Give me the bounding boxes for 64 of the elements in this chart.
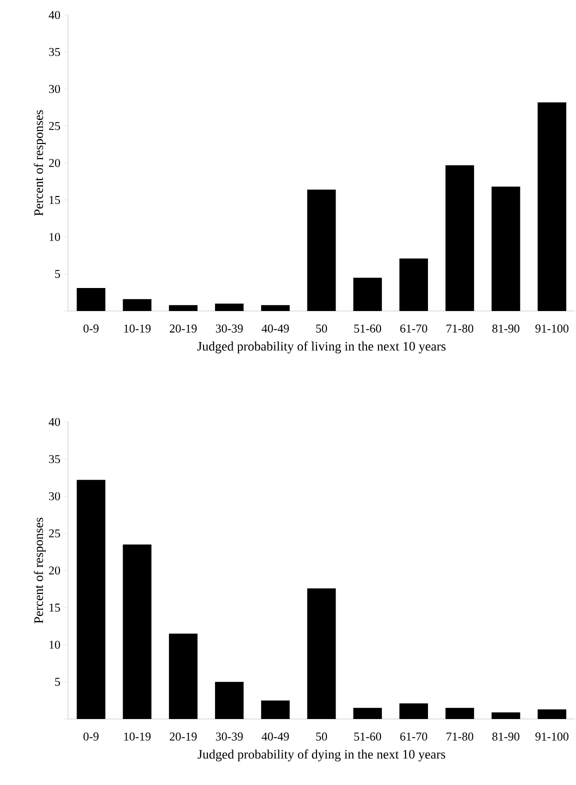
y-tick-label: 10 — [50, 640, 60, 649]
bar — [215, 304, 244, 311]
x-tick-label: 10-19 — [124, 732, 151, 741]
bar — [538, 102, 566, 311]
y-tick-label: 40 — [48, 418, 60, 426]
bar — [538, 709, 566, 719]
y-tick-label: 35 — [49, 48, 60, 56]
y-tick-label: 40 — [48, 10, 60, 20]
bar — [399, 703, 428, 719]
bar — [122, 544, 152, 719]
y-tick-label: 15 — [50, 196, 60, 204]
bar — [307, 190, 336, 311]
y-tick-label: 35 — [49, 455, 60, 464]
bar — [168, 305, 198, 311]
y-tick-label: 25 — [49, 529, 60, 538]
x-tick-label: 71-80 — [446, 324, 474, 333]
bar — [168, 634, 198, 719]
y-tick-label: 15 — [50, 604, 60, 612]
x-axis-title: Judged probability of living in the next 10 years — [197, 341, 446, 354]
bar — [261, 305, 290, 311]
x-tick-label: 30-39 — [216, 732, 243, 741]
y-tick-label: 30 — [49, 492, 60, 500]
bar — [76, 288, 106, 311]
x-tick-label: 30-39 — [216, 324, 243, 333]
x-tick-label: 91-100 — [535, 732, 568, 741]
y-tick-label: 20 — [49, 158, 60, 168]
x-tick-label: 50 — [316, 732, 328, 741]
x-tick-label: 51-60 — [354, 732, 382, 741]
x-tick-label: 20-19 — [170, 324, 197, 333]
y-tick-label: 25 — [49, 122, 60, 130]
y-tick-label: 30 — [49, 84, 60, 94]
x-tick-label: 0-9 — [84, 324, 99, 333]
x-tick-label: 81-90 — [492, 732, 520, 741]
bar — [307, 588, 336, 719]
y-tick-label: 5 — [55, 678, 60, 686]
x-tick-label: 51-60 — [354, 324, 382, 333]
bar — [492, 186, 520, 311]
bar — [76, 480, 106, 719]
bar — [353, 278, 382, 311]
bar — [445, 165, 474, 311]
x-tick-label: 61-70 — [400, 732, 428, 741]
x-tick-label: 10-19 — [124, 324, 151, 333]
x-tick-label: 71-80 — [446, 732, 474, 741]
y-tick-label: 10 — [50, 232, 60, 242]
bar — [399, 258, 428, 311]
bar — [353, 708, 382, 719]
x-tick-label: 91-100 — [535, 324, 568, 333]
bar — [445, 708, 474, 719]
x-tick-label: 81-90 — [492, 324, 520, 333]
bar — [215, 682, 244, 719]
x-tick-label: 50 — [316, 324, 328, 333]
bar — [492, 712, 520, 719]
y-tick-label: 5 — [55, 270, 60, 278]
y-axis-title: Percent of responses — [34, 110, 46, 216]
x-tick-label: 20-19 — [170, 732, 197, 741]
bar — [261, 700, 290, 719]
x-tick-label: 61-70 — [400, 324, 428, 333]
y-axis-title: Percent of responses — [34, 518, 46, 624]
y-tick-label: 20 — [49, 566, 60, 575]
x-tick-label: 0-9 — [84, 732, 99, 741]
x-tick-label: 40-49 — [262, 324, 289, 333]
x-axis-title: Judged probability of dying in the next 10 years — [198, 749, 446, 762]
bar — [122, 299, 152, 311]
x-tick-label: 40-49 — [262, 732, 289, 741]
